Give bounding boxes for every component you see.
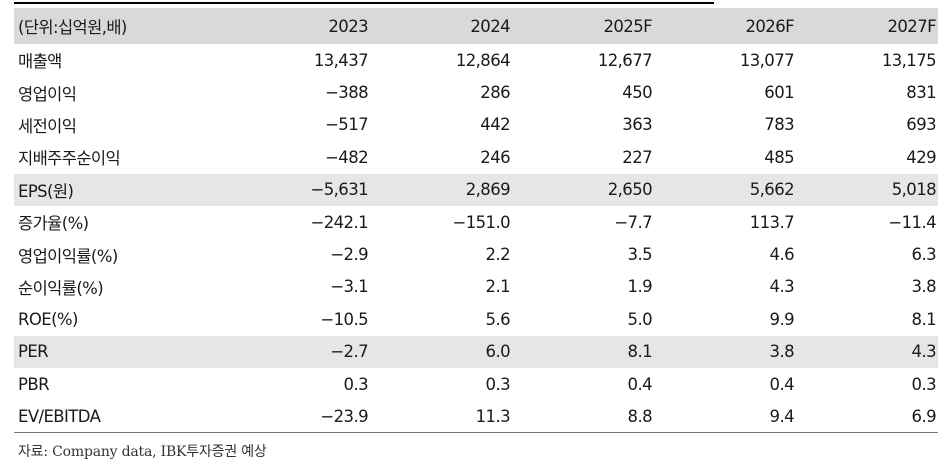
table-row: 지배주주순이익 −482 246 227 485 429 [14, 141, 938, 173]
row-value: 5,662 [749, 180, 795, 200]
row-value: −23.9 [228, 400, 370, 434]
row-value: 8.1 [911, 309, 937, 329]
row-value: 113.7 [749, 212, 795, 232]
header-unit: (단위:십억원,배) [18, 18, 127, 37]
table-row: 증가율(%) −242.1 −151.0 −7.7 113.7 −11.4 [14, 206, 938, 238]
row-value: 12,677 [597, 50, 653, 70]
row-label: 세전이익 [18, 116, 77, 136]
row-value: 13,077 [739, 50, 795, 70]
row-value: 6.0 [485, 342, 511, 362]
row-value: 9.9 [769, 309, 795, 329]
row-value: 5,018 [891, 180, 937, 200]
row-value: 0.4 [627, 374, 653, 394]
row-value: −151.0 [452, 212, 511, 232]
header-year: 2024 [470, 16, 510, 36]
row-label: ROE(%) [18, 309, 78, 329]
row-value: 4.3 [911, 342, 937, 362]
row-label: 매출액 [18, 52, 62, 72]
row-label: PER [18, 342, 49, 362]
header-year: 2026F [745, 16, 795, 36]
table-row: ROE(%) −10.5 5.6 5.0 9.9 8.1 [14, 303, 938, 335]
row-value: 783 [764, 115, 794, 135]
row-label: EPS(원) [18, 181, 74, 201]
table-row: 매출액 13,437 12,864 12,677 13,077 13,175 [14, 44, 938, 76]
row-value: 442 [480, 115, 510, 135]
row-value: 450 [622, 83, 652, 103]
row-value: 2,869 [465, 180, 511, 200]
source-note: 자료: Company data, IBK투자증권 예상 [18, 444, 267, 460]
row-label: 영업이익 [18, 84, 77, 104]
row-value: −10.5 [320, 309, 368, 329]
row-label: 순이익률(%) [18, 278, 104, 298]
row-value: 6.3 [911, 245, 937, 265]
row-value: 3.8 [911, 277, 937, 297]
row-value: −2.9 [330, 245, 368, 265]
row-value: 9.4 [654, 400, 796, 434]
row-value: 286 [480, 83, 510, 103]
row-value: 12,864 [455, 50, 511, 70]
row-label: EV/EBITDA [14, 400, 228, 434]
row-value: 4.6 [769, 245, 795, 265]
table-row: EV/EBITDA −23.9 11.3 8.8 9.4 6.9 [14, 400, 938, 434]
row-value: −517 [325, 115, 369, 135]
row-value: 5.6 [485, 309, 511, 329]
row-value: 6.9 [796, 400, 938, 434]
row-value: 2,650 [607, 180, 653, 200]
row-value: −242.1 [310, 212, 369, 232]
row-value: −5,631 [310, 180, 369, 200]
table-header-row: (단위:십억원,배) 2023 2024 2025F 2026F 2027F [14, 8, 938, 44]
header-year: 2027F [887, 16, 937, 36]
row-value: 0.3 [911, 374, 937, 394]
row-value: 3.5 [627, 245, 653, 265]
row-value: 4.3 [769, 277, 795, 297]
row-value: −3.1 [330, 277, 368, 297]
row-value: −11.4 [888, 212, 936, 232]
table-row: EPS(원) −5,631 2,869 2,650 5,662 5,018 [14, 173, 938, 206]
row-label: 지배주주순이익 [18, 149, 121, 169]
row-value: 5.0 [627, 309, 653, 329]
row-value: 363 [622, 115, 652, 135]
row-value: 831 [906, 83, 936, 103]
row-value: 13,175 [881, 50, 937, 70]
row-value: 0.3 [485, 374, 511, 394]
row-value: 693 [906, 115, 936, 135]
row-value: 227 [622, 147, 652, 167]
row-label: PBR [18, 374, 50, 394]
row-value: 0.3 [343, 374, 369, 394]
row-value: 246 [480, 147, 510, 167]
table-row: PER −2.7 6.0 8.1 3.8 4.3 [14, 335, 938, 368]
row-value: 429 [906, 147, 936, 167]
table-row: 영업이익률(%) −2.9 2.2 3.5 4.6 6.3 [14, 238, 938, 270]
table-row: PBR 0.3 0.3 0.4 0.4 0.3 [14, 368, 938, 400]
row-value: −2.7 [330, 342, 368, 362]
row-value: 8.8 [512, 400, 654, 434]
table-row: 세전이익 −517 442 363 783 693 [14, 109, 938, 141]
row-value: 1.9 [627, 277, 653, 297]
row-value: 0.4 [769, 374, 795, 394]
financial-summary-table: (단위:십억원,배) 2023 2024 2025F 2026F 2027F 매… [14, 8, 938, 434]
header-year: 2023 [328, 16, 368, 36]
row-value: 8.1 [627, 342, 653, 362]
top-rule [14, 2, 714, 4]
row-value: 485 [764, 147, 794, 167]
row-value: −7.7 [614, 212, 652, 232]
row-value: −482 [325, 147, 369, 167]
row-value: 2.2 [485, 245, 511, 265]
row-value: 13,437 [313, 50, 369, 70]
row-value: 601 [764, 83, 794, 103]
table-row: 영업이익 −388 286 450 601 831 [14, 76, 938, 108]
table-row: 순이익률(%) −3.1 2.1 1.9 4.3 3.8 [14, 271, 938, 303]
row-label: 증가율(%) [18, 214, 89, 234]
row-value: 2.1 [485, 277, 511, 297]
row-value: −388 [325, 83, 369, 103]
header-year: 2025F [603, 16, 653, 36]
row-value: 3.8 [769, 342, 795, 362]
row-label: 영업이익률(%) [18, 246, 118, 266]
row-value: 11.3 [370, 400, 512, 434]
